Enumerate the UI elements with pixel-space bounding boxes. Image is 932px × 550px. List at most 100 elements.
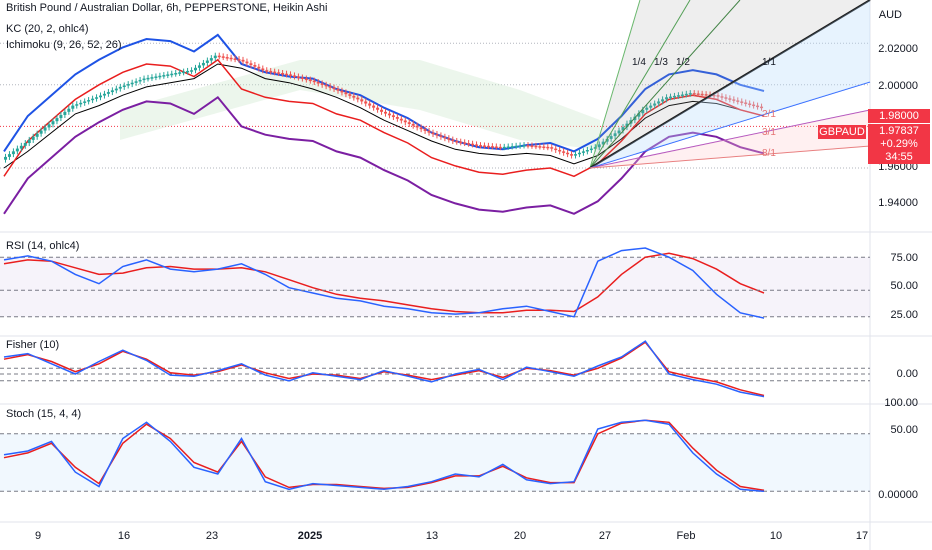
candle xyxy=(217,55,221,58)
fisher-trigger-line xyxy=(3,341,765,397)
candle xyxy=(384,111,387,114)
candle xyxy=(506,146,510,149)
candle xyxy=(534,145,538,148)
candle xyxy=(494,146,498,149)
candle xyxy=(479,145,482,147)
ichimoku-cloud xyxy=(120,60,600,150)
candle xyxy=(7,154,11,157)
candle xyxy=(490,146,494,148)
candle xyxy=(79,102,83,105)
band-fill xyxy=(0,433,870,492)
candle xyxy=(150,77,154,79)
candle xyxy=(87,100,91,102)
candle xyxy=(585,149,589,152)
candle xyxy=(649,105,653,108)
candle xyxy=(320,83,324,85)
stoch-label[interactable]: Stoch (15, 4, 4) xyxy=(6,408,82,420)
candle xyxy=(186,70,190,73)
candle xyxy=(530,145,534,147)
candle xyxy=(518,145,522,147)
x-tick: 20 xyxy=(513,530,527,542)
candle xyxy=(75,104,79,106)
candle xyxy=(613,133,617,137)
candle xyxy=(170,73,174,76)
candle xyxy=(59,114,63,119)
candle xyxy=(348,94,352,96)
candle xyxy=(581,151,585,153)
candle xyxy=(372,105,376,108)
candle xyxy=(601,141,605,145)
price-tick: 2.00000 xyxy=(878,80,918,92)
candle xyxy=(597,144,601,148)
ichimoku-indicator-label[interactable]: Ichimoku (9, 26, 52, 26) xyxy=(6,39,122,51)
x-tick: 23 xyxy=(205,530,219,542)
candle xyxy=(237,59,241,61)
candle xyxy=(692,93,696,95)
candle xyxy=(63,111,67,115)
candle xyxy=(11,151,15,155)
candle xyxy=(253,65,257,67)
gann-fan-line xyxy=(589,0,691,169)
price-tick: 1.94000 xyxy=(878,197,918,209)
candle xyxy=(114,88,118,91)
candle xyxy=(126,84,130,86)
rsi-tick: 50.00 xyxy=(890,280,918,292)
price-tick: 2.02000 xyxy=(878,43,918,55)
candle xyxy=(625,123,629,128)
candle xyxy=(249,63,253,66)
candle xyxy=(324,84,328,87)
candle xyxy=(292,75,296,77)
band-fill xyxy=(0,257,870,317)
candle xyxy=(344,92,348,95)
candle xyxy=(118,86,122,89)
gann-fan-line xyxy=(589,0,641,169)
candle xyxy=(672,95,676,98)
fisher-label[interactable]: Fisher (10) xyxy=(6,339,60,351)
candle xyxy=(399,118,403,121)
candle xyxy=(269,70,273,73)
candle xyxy=(71,105,75,109)
gann-fan-line xyxy=(589,145,871,169)
candle xyxy=(395,117,399,119)
fan-label: 1/2 xyxy=(676,57,690,68)
candle xyxy=(138,79,142,82)
candle xyxy=(522,145,526,147)
fan-label: 3/1 xyxy=(762,127,776,138)
candle xyxy=(443,136,447,139)
rsi-line xyxy=(3,247,765,319)
candle xyxy=(526,145,530,147)
candle xyxy=(740,101,744,103)
gann-fan-line xyxy=(589,0,741,169)
candle xyxy=(669,96,672,99)
kc-indicator-label[interactable]: KC (20, 2, ohlc4) xyxy=(6,23,89,35)
rsi-label[interactable]: RSI (14, ohlc4) xyxy=(6,240,80,252)
candle xyxy=(700,93,704,96)
candle xyxy=(368,103,372,106)
candle xyxy=(360,99,364,102)
candle xyxy=(641,109,645,114)
gann-fan-line xyxy=(589,81,871,169)
candle xyxy=(4,156,7,160)
candle xyxy=(312,80,316,83)
x-tick: 10 xyxy=(769,530,783,542)
x-tick: 27 xyxy=(598,530,612,542)
gann-fan-line xyxy=(589,109,871,169)
candle xyxy=(209,58,213,61)
x-tick: 2025 xyxy=(297,530,323,542)
chart-title: British Pound / Australian Dollar, 6h, P… xyxy=(6,2,328,14)
candle xyxy=(680,94,684,97)
candle xyxy=(423,129,427,131)
candle xyxy=(728,98,732,100)
gann-fan-fill xyxy=(590,0,870,168)
candle xyxy=(19,145,23,149)
fisher-tick: 0.00 xyxy=(896,368,918,380)
candle xyxy=(296,76,300,78)
gann-fan-line xyxy=(589,0,871,169)
symbol-tag: GBPAUD xyxy=(818,125,866,139)
candle xyxy=(233,58,237,60)
candle xyxy=(380,109,384,112)
candle xyxy=(213,55,217,59)
candle xyxy=(67,108,71,112)
candle xyxy=(328,86,332,88)
